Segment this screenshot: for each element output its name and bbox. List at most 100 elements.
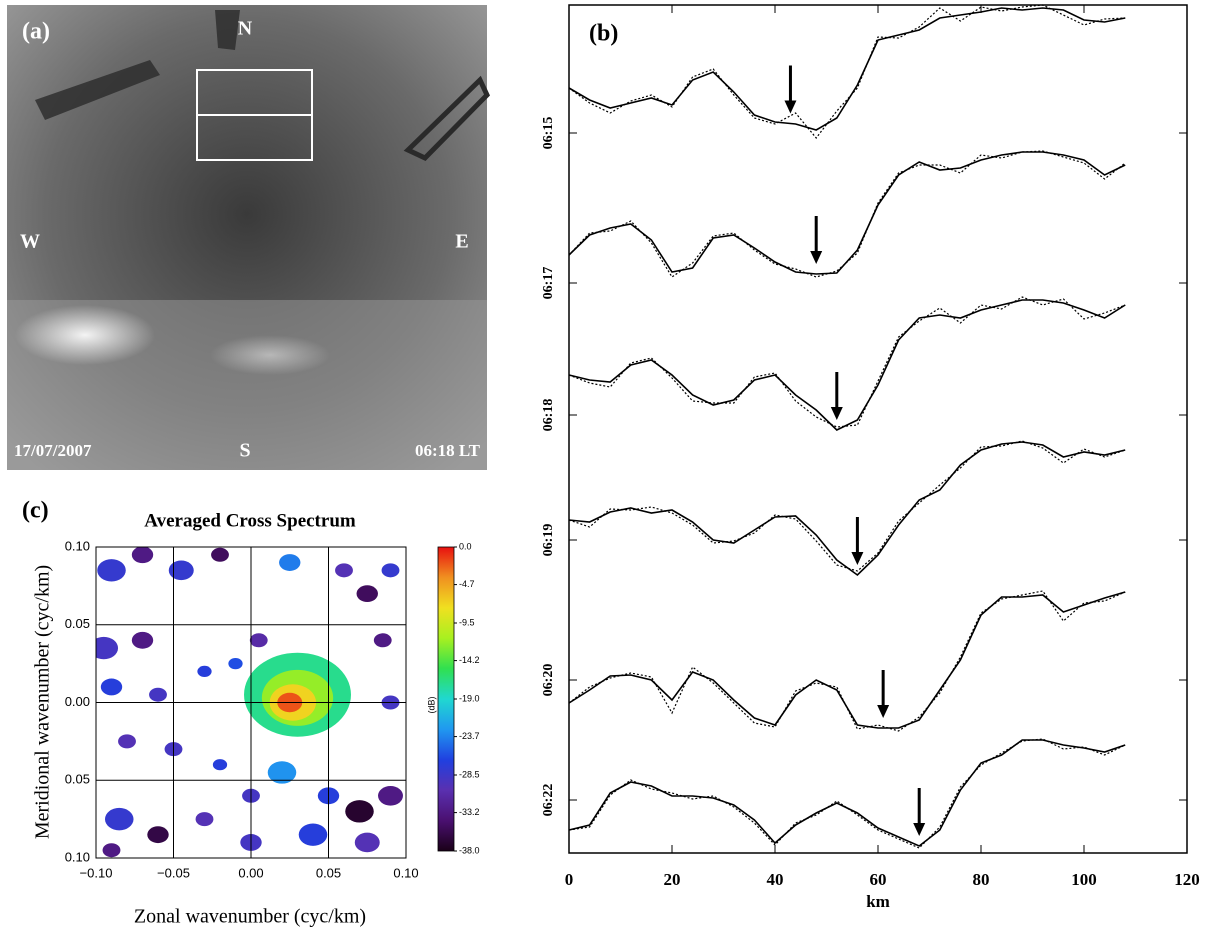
panel-label: (b) <box>589 21 618 47</box>
image-glow <box>210 335 330 375</box>
contour-blob <box>100 678 123 696</box>
raw-profile <box>568 150 1126 278</box>
x-tick-label: 0 <box>565 870 574 889</box>
arrow <box>810 216 823 264</box>
contour-blob <box>149 687 167 702</box>
panel-label: (c) <box>22 498 49 524</box>
arrow <box>830 372 843 420</box>
contour-blob <box>197 665 212 677</box>
x-tick-label: 80 <box>973 870 990 889</box>
colorbar-tick-label: -9.5 <box>459 617 475 627</box>
smoothed-profile <box>568 7 1126 131</box>
contour-blob <box>267 761 297 784</box>
arrow-head <box>851 552 864 565</box>
colorbar-tick-label: -14.2 <box>459 655 480 665</box>
contour-blob <box>211 547 229 562</box>
y-tick-label: 0.05 <box>65 772 90 787</box>
contour-blob <box>147 826 169 844</box>
all-sky-image: (a) N S W E 17/07/2007 06:18 LT <box>7 5 490 470</box>
contour-blob <box>279 554 301 571</box>
x-tick-label: −0.10 <box>80 865 113 880</box>
colorbar-tick-label: -19.0 <box>459 693 480 703</box>
raw-profile <box>568 4 1126 139</box>
arrow <box>877 670 890 718</box>
contour-blob <box>97 559 126 582</box>
plot-frame <box>95 546 407 859</box>
date-label: 17/07/2007 <box>14 441 92 460</box>
image-dark-band <box>35 60 160 120</box>
x-tick-label: 120 <box>1174 870 1200 889</box>
colorbar-tick-label: -4.7 <box>459 579 475 589</box>
colorbar-tick-label: -28.5 <box>459 769 480 779</box>
colorbar-label: (dB) <box>426 696 436 713</box>
contour-blob <box>212 759 228 771</box>
contour-blob <box>354 832 380 853</box>
arrow-head <box>913 823 926 836</box>
y-tick-label: 0.00 <box>65 694 90 709</box>
x-tick-label: 0.00 <box>238 865 263 880</box>
colorbar <box>437 546 455 852</box>
y-tick-label: 06:20 <box>541 664 556 697</box>
arrow-head <box>877 705 890 718</box>
arrow <box>913 788 926 836</box>
raw-profile <box>568 440 1126 572</box>
arrow-head <box>810 251 823 264</box>
raw-profile <box>568 296 1126 428</box>
y-axis-label: Meridional wavenumber (cyc/km) <box>32 565 54 839</box>
colorbar-tick-label: -33.2 <box>459 807 480 817</box>
x-tick-label: 60 <box>870 870 887 889</box>
smoothed-profile <box>568 151 1126 275</box>
contour-blob <box>373 633 392 648</box>
contour-blob <box>131 547 154 564</box>
smoothed-profile <box>568 591 1126 729</box>
smoothed-profile <box>568 441 1126 577</box>
x-axis-label: Zonal wavenumber (cyc/km) <box>134 906 366 928</box>
contour-blob <box>378 786 403 806</box>
image-streak <box>403 75 490 162</box>
contour-blob <box>381 563 400 578</box>
smoothed-profile <box>568 739 1126 847</box>
arrow <box>851 517 864 565</box>
contour-blob <box>168 560 194 581</box>
y-tick-label: 0.10 <box>65 538 90 553</box>
contour-blob <box>104 807 134 831</box>
raw-profile <box>568 738 1126 849</box>
contour-blob <box>345 800 374 823</box>
colorbar-tick-label: -38.0 <box>459 845 480 855</box>
y-tick-label: 0.10 <box>65 849 90 864</box>
plot-frame <box>568 4 1188 854</box>
y-tick-label: 06:19 <box>541 524 556 557</box>
direction-label: E <box>455 231 468 253</box>
y-tick-label: 06:15 <box>541 117 556 150</box>
time-label: 06:18 LT <box>415 441 481 460</box>
contour-blob <box>356 585 378 603</box>
direction-label: W <box>20 231 40 253</box>
direction-label: S <box>239 440 250 462</box>
contour-blob <box>228 658 243 670</box>
contour-blob <box>96 636 119 660</box>
y-tick-label: 06:17 <box>541 267 556 300</box>
contour-blob <box>131 631 154 649</box>
colorbar-tick-label: -23.7 <box>459 731 480 741</box>
x-tick-label: −0.05 <box>157 865 190 880</box>
x-tick-label: 100 <box>1071 870 1097 889</box>
contour-blob <box>298 823 328 846</box>
contour-blob <box>118 734 136 749</box>
x-tick-label: 20 <box>664 870 681 889</box>
direction-label: N <box>238 18 253 40</box>
y-tick-label: 06:18 <box>541 399 556 432</box>
x-tick-label: 0.05 <box>316 865 341 880</box>
y-tick-label: 06:22 <box>541 784 556 817</box>
x-tick-label: 0.10 <box>393 865 418 880</box>
contour-blob <box>249 633 268 648</box>
contour-blob <box>195 812 214 827</box>
contour-blob <box>335 563 353 578</box>
contour-field <box>96 547 403 858</box>
image-glow <box>15 305 155 365</box>
colorbar-tick-label: 0.0 <box>459 541 472 551</box>
smoothed-profile <box>568 299 1126 431</box>
panel-label: (a) <box>22 19 50 45</box>
image-dark-band <box>215 10 240 50</box>
contour-blob <box>102 843 121 858</box>
